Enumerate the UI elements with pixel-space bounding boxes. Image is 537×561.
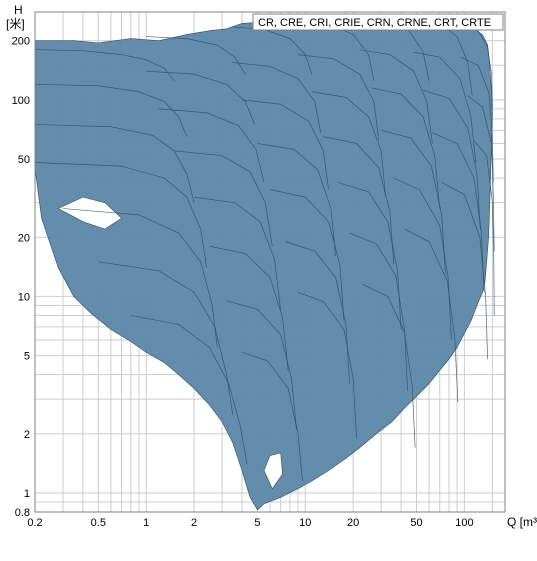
y-tick-label: 2 — [24, 429, 30, 441]
x-tick-label: 20 — [347, 517, 359, 529]
legend-text: CR, CRE, CRI, CRIE, CRN, CRNE, CRT, CRTE — [258, 17, 491, 29]
y-tick-label: 1 — [24, 488, 30, 500]
y-tick-label: 10 — [18, 291, 30, 303]
y-tick-label: 100 — [12, 95, 30, 107]
x-tick-label: 1 — [143, 517, 149, 529]
x-axis-label: Q [m³/h] — [507, 515, 537, 529]
x-tick-label: 5 — [254, 517, 260, 529]
y-tick-label: 5 — [24, 351, 30, 363]
chart-svg: 0.20.5125102050100Q [m³/h]12510205010020… — [0, 0, 537, 561]
y-tick-label: 200 — [12, 36, 30, 48]
y-axis-label-unit: [米] — [6, 17, 25, 31]
y-axis-label-top: H — [14, 3, 23, 17]
x-tick-label: 0.5 — [91, 517, 106, 529]
y-tick-label: 20 — [18, 232, 30, 244]
y-tick-label: 0.8 — [15, 507, 30, 519]
x-tick-label: 100 — [455, 517, 473, 529]
pump-performance-chart: 0.20.5125102050100Q [m³/h]12510205010020… — [0, 0, 537, 561]
y-tick-label: 50 — [18, 154, 30, 166]
x-tick-label: 2 — [191, 517, 197, 529]
x-tick-label: 10 — [299, 517, 311, 529]
x-tick-label: 50 — [410, 517, 422, 529]
